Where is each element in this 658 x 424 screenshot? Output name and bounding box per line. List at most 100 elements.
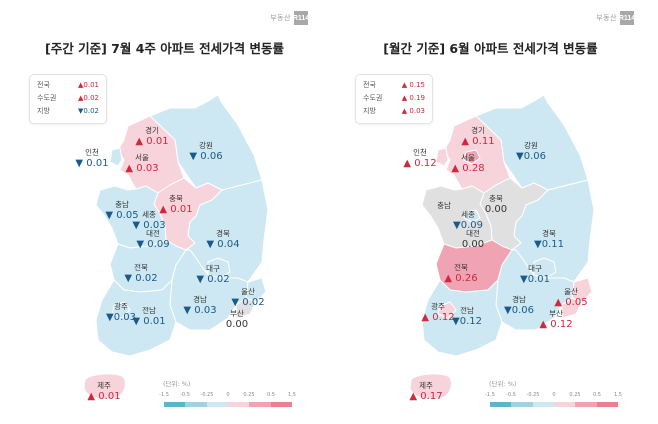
region-value: ▼ 0.04	[206, 239, 240, 250]
region-name: 경기	[145, 126, 159, 135]
region-value: ▲ 0.11	[461, 136, 495, 147]
summary-value: ▼0.02	[78, 107, 99, 115]
region-name: 경북	[542, 229, 556, 238]
summary-label: 수도권	[363, 94, 383, 102]
region-busan[interactable]	[235, 297, 257, 319]
brand-logo: 부동산 R114	[596, 11, 635, 25]
region-gwangju[interactable]	[437, 301, 457, 319]
legend-tick: -0.25	[200, 392, 214, 398]
legend-unit: (단위: %)	[489, 380, 517, 388]
region-name: 서울	[461, 153, 475, 162]
region-gwangju[interactable]	[111, 301, 131, 319]
region-name: 강원	[199, 141, 213, 150]
label-chungbuk: 충북 0.00	[485, 194, 507, 216]
region-value: ▼0.03	[106, 312, 136, 323]
region-seoul[interactable]	[463, 149, 481, 165]
summary-row-capital: 수도권 ▲ 0.19	[363, 92, 425, 105]
map-title: [주간 기준] 7월 4주 아파트 전세가격 변동률	[45, 41, 284, 56]
region-name: 경남	[193, 295, 207, 304]
label-daejeon: 대전 ▼ 0.09	[136, 229, 169, 251]
legend-swatch	[532, 402, 554, 407]
label-chungbuk: 충북 ▲ 0.01	[159, 194, 192, 216]
region-name: 충남	[115, 200, 129, 209]
legend-color-bar	[164, 402, 292, 407]
summary-label: 지방	[37, 107, 50, 115]
legend-tick: 1.5	[614, 392, 622, 398]
label-daegu: 대구 ▼0.01	[520, 264, 550, 286]
legend-tick: 1.5	[288, 392, 296, 398]
legend-swatch	[206, 402, 228, 407]
legend-ticks: -1.5 -0.5 -0.25 0 0.25 0.5 1.5	[156, 392, 296, 402]
legend-tick: 0.5	[593, 392, 601, 398]
label-gyeongnam: 경남 ▼ 0.03	[183, 295, 216, 317]
summary-value: ▲0.01	[78, 81, 99, 89]
region-value: ▲ 0.26	[444, 273, 478, 284]
region-name: 부산	[549, 309, 563, 318]
summary-box: 전국 ▲ 0.15 수도권 ▲ 0.19 지방 ▲ 0.03	[355, 74, 433, 124]
label-sejong: 세종 ▼ 0.03	[132, 210, 165, 232]
region-chungnam[interactable]	[95, 185, 167, 249]
summary-label: 지방	[363, 107, 376, 115]
region-name: 전남	[460, 306, 474, 315]
region-jeonnam[interactable]	[421, 279, 503, 357]
region-value: ▲ 0.17	[409, 391, 443, 402]
region-value: ▼0.11	[534, 239, 564, 250]
region-value: 0.00	[461, 239, 485, 250]
region-ulsan[interactable]	[571, 277, 593, 303]
region-value: 0.00	[225, 319, 249, 330]
label-daejeon: 대전 0.00	[462, 229, 484, 251]
korea-map	[83, 94, 269, 400]
region-gangwon[interactable]	[149, 94, 263, 191]
label-gyeonggi: 경기 ▲ 0.01	[135, 126, 168, 148]
label-seoul: 서울 ▲ 0.03	[125, 153, 158, 175]
region-name: 전북	[454, 263, 468, 272]
region-incheon[interactable]	[109, 147, 123, 167]
region-name: 강원	[524, 141, 538, 150]
label-incheon: 인천 ▼ 0.01	[75, 148, 108, 170]
legend-swatch	[596, 402, 618, 407]
label-seoul: 서울 ▲ 0.28	[451, 153, 484, 175]
legend-swatch	[511, 402, 533, 407]
region-name: 서울	[135, 153, 149, 162]
region-value: ▼ 0.09	[136, 239, 170, 250]
region-jeju[interactable]	[409, 373, 452, 400]
summary-box: 전국 ▲0.01 수도권 ▲0.02 지방 ▼0.02	[29, 74, 107, 124]
legend-tick: -0.5	[180, 392, 190, 398]
color-legend: (단위: %) -1.5 -0.5 -0.25 0 0.25 0.5 1.5	[482, 378, 622, 407]
region-jeonnam[interactable]	[95, 279, 177, 357]
label-jeonbuk: 전북 ▲ 0.26	[444, 263, 477, 285]
region-name: 인천	[413, 148, 427, 157]
label-jeonnam: 전남 ▼ 0.01	[132, 306, 165, 328]
region-value: ▲ 0.03	[125, 163, 159, 174]
region-gangwon[interactable]	[475, 94, 589, 191]
region-value: ▼ 0.02	[231, 297, 265, 308]
weekly-map-panel: 부동산 R114 [주간 기준] 7월 4주 아파트 전세가격 변동률	[29, 11, 309, 407]
label-jeonnam: 전남 ▼0.12	[452, 306, 482, 328]
legend-swatch	[490, 402, 512, 407]
region-value: ▼ 0.05	[105, 210, 139, 221]
region-value: 0.00	[484, 204, 508, 215]
korea-map	[409, 94, 595, 400]
region-sejong[interactable]	[463, 209, 481, 223]
label-gyeongnam: 경남 ▼0.06	[504, 295, 534, 317]
region-name: 경기	[471, 126, 485, 135]
region-busan[interactable]	[561, 297, 583, 319]
region-value: ▼ 0.01	[132, 316, 166, 327]
region-name: 전북	[134, 263, 148, 272]
region-name: 경북	[216, 229, 230, 238]
region-incheon[interactable]	[435, 147, 449, 167]
region-value: ▼ 0.01	[75, 158, 109, 169]
region-name: 전남	[142, 306, 156, 315]
region-jeju[interactable]	[83, 373, 126, 400]
brand-text: 부동산	[596, 14, 617, 22]
region-value: ▼0.06	[504, 305, 534, 316]
legend-swatch	[164, 402, 186, 407]
legend-swatch	[575, 402, 597, 407]
region-chungnam[interactable]	[421, 185, 493, 249]
region-value: ▲ 0.05	[554, 297, 588, 308]
region-ulsan[interactable]	[245, 277, 267, 303]
region-name: 부산	[230, 309, 244, 318]
summary-row-national: 전국 ▲ 0.15	[363, 79, 425, 92]
summary-row-capital: 수도권 ▲0.02	[37, 92, 99, 105]
region-name: 대구	[528, 264, 542, 273]
